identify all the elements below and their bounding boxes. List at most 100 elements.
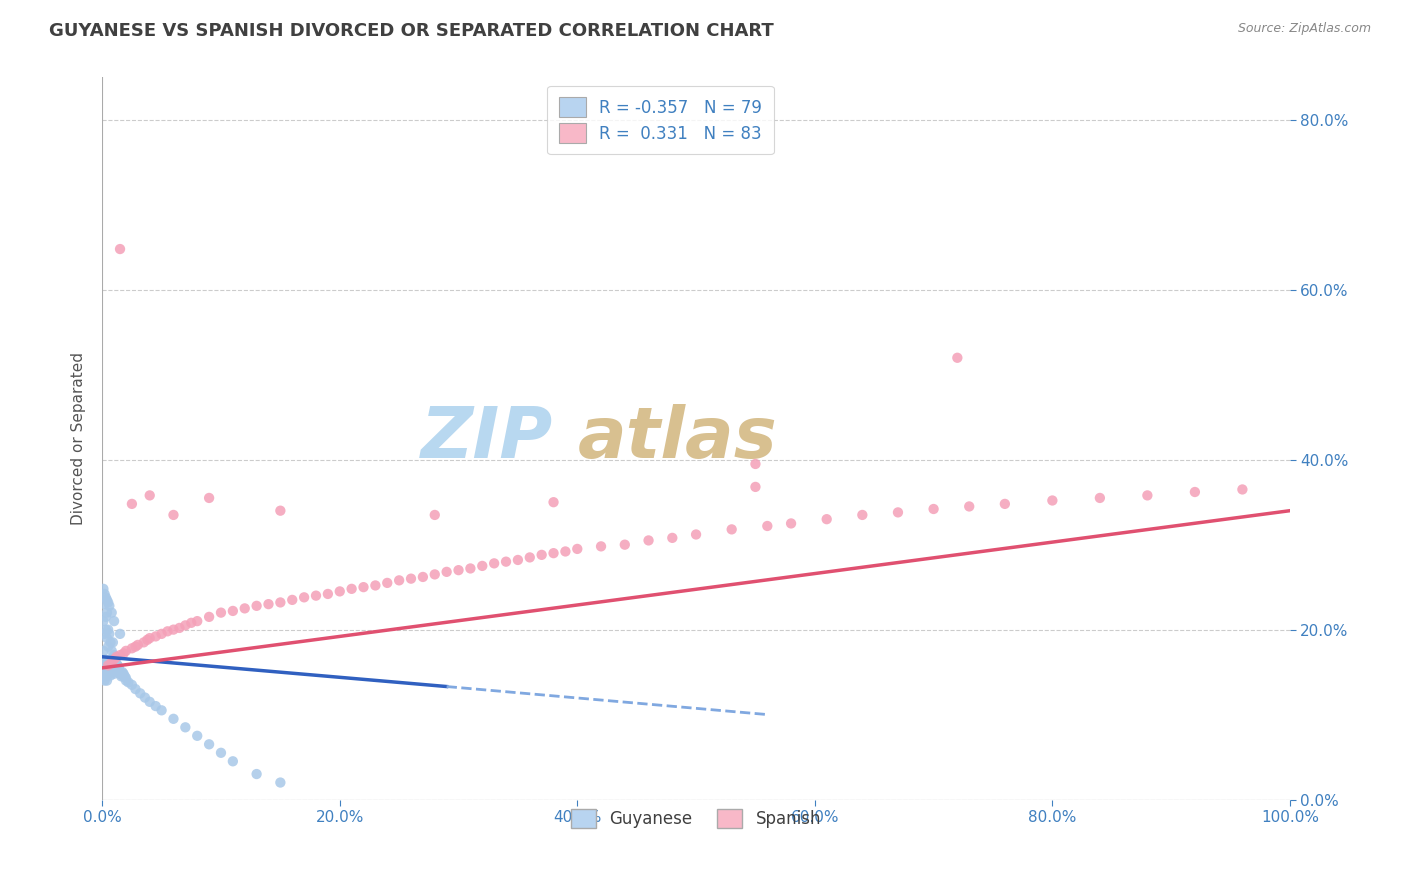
Point [117, 675, 139, 690]
Point [222, 604, 245, 618]
Point [108, 648, 131, 662]
Point [100, 660, 122, 674]
Point [132, 635, 155, 649]
Point [269, 595, 291, 609]
Point [186, 729, 208, 743]
Point [96, 673, 118, 688]
Point [129, 686, 152, 700]
Point [198, 610, 221, 624]
Point [101, 657, 124, 671]
Text: atlas: atlas [578, 404, 778, 473]
Point [115, 673, 138, 688]
Point [97, 640, 120, 654]
Point [150, 703, 173, 717]
Point [780, 516, 803, 531]
Legend: Guyanese, Spanish: Guyanese, Spanish [564, 802, 828, 835]
Point [209, 746, 232, 760]
Point [815, 512, 838, 526]
Point [108, 666, 131, 681]
Point [519, 550, 541, 565]
Point [138, 631, 160, 645]
Point [100, 606, 122, 620]
Point [136, 632, 159, 647]
Point [543, 546, 565, 560]
Point [756, 519, 779, 533]
Point [162, 508, 184, 522]
Point [257, 597, 280, 611]
Point [108, 242, 131, 256]
Point [162, 712, 184, 726]
Point [567, 541, 589, 556]
Point [222, 754, 245, 768]
Point [94, 591, 117, 605]
Point [246, 599, 269, 613]
Point [1088, 491, 1111, 505]
Point [447, 563, 470, 577]
Point [329, 584, 352, 599]
Point [121, 678, 143, 692]
Point [186, 614, 208, 628]
Point [661, 531, 683, 545]
Point [530, 548, 553, 562]
Point [94, 652, 117, 666]
Point [685, 527, 707, 541]
Point [134, 690, 156, 705]
Point [162, 623, 184, 637]
Point [292, 591, 315, 605]
Point [111, 665, 134, 679]
Point [93, 673, 115, 688]
Point [399, 572, 422, 586]
Point [97, 595, 120, 609]
Point [103, 666, 125, 681]
Point [124, 682, 146, 697]
Point [180, 615, 202, 630]
Point [105, 657, 128, 671]
Point [554, 544, 576, 558]
Point [124, 640, 146, 654]
Point [169, 621, 191, 635]
Point [957, 500, 980, 514]
Point [145, 629, 167, 643]
Point [96, 631, 118, 645]
Point [423, 567, 446, 582]
Point [112, 669, 135, 683]
Point [104, 661, 127, 675]
Point [174, 618, 197, 632]
Point [613, 538, 636, 552]
Point [93, 661, 115, 675]
Point [101, 635, 124, 649]
Point [388, 574, 411, 588]
Point [103, 652, 125, 666]
Point [104, 652, 127, 666]
Point [103, 614, 125, 628]
Point [744, 457, 766, 471]
Point [112, 647, 135, 661]
Point [100, 644, 122, 658]
Point [96, 593, 118, 607]
Point [198, 737, 221, 751]
Point [589, 540, 612, 554]
Point [423, 508, 446, 522]
Point [97, 666, 120, 681]
Point [1136, 488, 1159, 502]
Point [946, 351, 969, 365]
Point [720, 522, 742, 536]
Point [637, 533, 659, 548]
Point [100, 668, 122, 682]
Point [93, 614, 115, 628]
Point [110, 669, 132, 683]
Point [96, 606, 118, 620]
Point [96, 665, 118, 679]
Point [198, 491, 221, 505]
Point [233, 601, 256, 615]
Point [103, 648, 125, 662]
Point [112, 666, 135, 681]
Point [138, 695, 160, 709]
Point [110, 666, 132, 681]
Point [851, 508, 873, 522]
Point [93, 587, 115, 601]
Point [1232, 483, 1254, 497]
Point [460, 561, 482, 575]
Point [375, 575, 398, 590]
Point [94, 623, 117, 637]
